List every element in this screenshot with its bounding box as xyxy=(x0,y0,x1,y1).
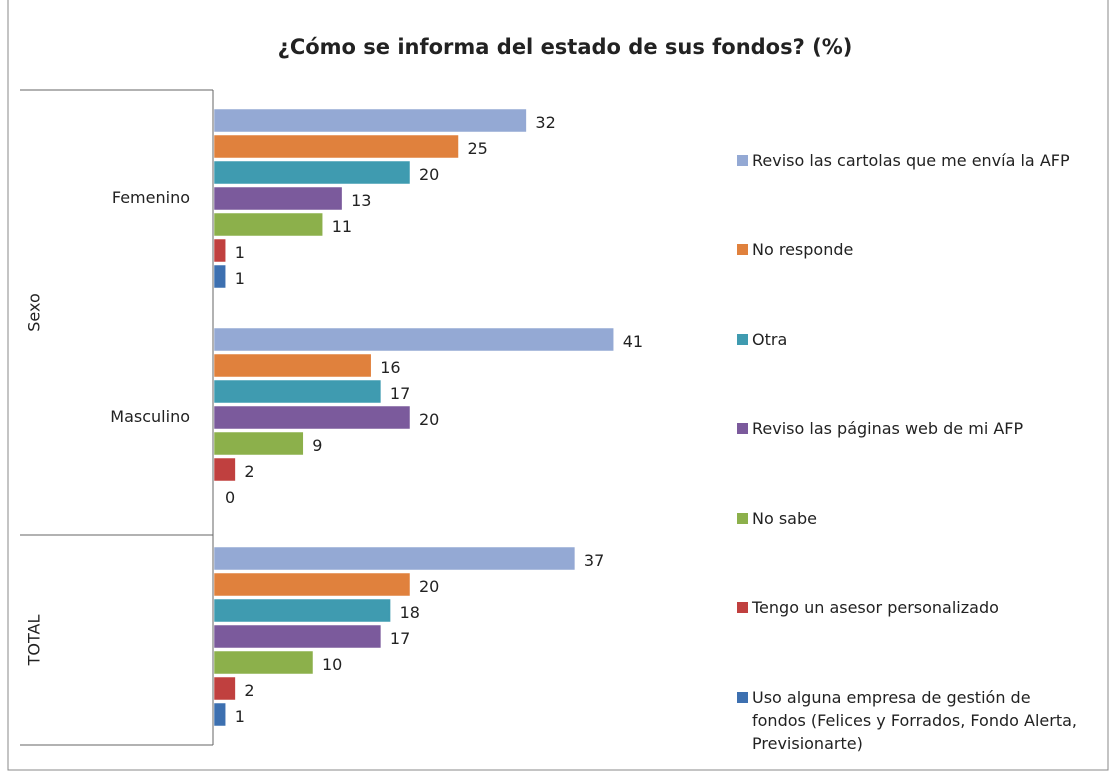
legend-swatch xyxy=(737,244,748,255)
category-label: Masculino xyxy=(110,407,190,426)
value-label: 32 xyxy=(535,113,555,132)
bar xyxy=(214,354,371,377)
bar xyxy=(214,380,381,403)
value-label: 20 xyxy=(419,165,439,184)
bar xyxy=(214,703,226,726)
legend-item: No sabe xyxy=(737,507,1087,530)
bar xyxy=(214,135,459,158)
bar xyxy=(214,187,342,210)
legend-item: Reviso las páginas web de mi AFP xyxy=(737,417,1087,440)
value-label: 17 xyxy=(390,384,410,403)
value-label: 18 xyxy=(400,603,420,622)
chart-title: ¿Cómo se informa del estado de sus fondo… xyxy=(278,35,853,59)
value-label: 1 xyxy=(235,243,245,262)
value-label: 2 xyxy=(244,462,254,481)
bar xyxy=(214,432,304,455)
value-label: 0 xyxy=(225,488,235,507)
value-label: 16 xyxy=(380,358,400,377)
legend-item: Tengo un asesor personalizado xyxy=(737,596,1087,619)
legend-label: Otra xyxy=(752,329,788,349)
bar xyxy=(214,547,575,570)
value-label: 41 xyxy=(623,332,643,351)
legend-label: Tengo un asesor personalizado xyxy=(752,598,999,617)
group-label: Sexo xyxy=(25,293,44,331)
value-label: 37 xyxy=(584,551,604,570)
bar xyxy=(214,239,226,262)
legend-label: No sabe xyxy=(752,508,817,528)
bar xyxy=(214,458,236,481)
value-label: 13 xyxy=(351,191,371,210)
chart-border xyxy=(7,0,1109,771)
value-label: 10 xyxy=(322,655,342,674)
value-label: 2 xyxy=(244,681,254,700)
bar xyxy=(214,406,410,429)
value-label: 20 xyxy=(419,410,439,429)
value-label: 9 xyxy=(312,436,322,455)
legend-swatch xyxy=(737,602,748,613)
legend-item: No responde xyxy=(737,238,1087,261)
value-label: 11 xyxy=(332,217,352,236)
bar xyxy=(214,328,614,351)
legend-swatch xyxy=(737,333,748,345)
legend-item: Reviso las cartolas que me envía la AFP xyxy=(737,149,1087,172)
bar xyxy=(214,625,381,648)
bar xyxy=(214,651,313,674)
bar xyxy=(214,573,410,596)
category-label: Femenino xyxy=(112,188,190,207)
legend-item: Otra xyxy=(737,328,1087,351)
legend-label: Reviso las páginas web de mi AFP xyxy=(752,419,1024,438)
value-label: 1 xyxy=(235,269,245,288)
bar xyxy=(214,677,236,700)
legend-swatch xyxy=(737,154,748,166)
bar xyxy=(214,161,410,184)
legend-label: Uso alguna empresa de gestión de fondos … xyxy=(752,687,1077,753)
legend-swatch xyxy=(737,423,748,434)
legend-label: Reviso las cartolas que me envía la AFP xyxy=(752,150,1070,170)
value-label: 1 xyxy=(235,707,245,726)
value-label: 20 xyxy=(419,577,439,596)
legend-swatch xyxy=(737,512,748,524)
value-label: 25 xyxy=(468,139,488,158)
bar xyxy=(214,599,391,622)
legend-label: No responde xyxy=(752,240,854,259)
group-label: TOTAL xyxy=(25,615,44,667)
bar xyxy=(214,213,323,236)
bar xyxy=(214,265,226,288)
bar xyxy=(214,109,527,132)
legend-swatch xyxy=(737,691,748,703)
value-label: 17 xyxy=(390,629,410,648)
legend-item: Uso alguna empresa de gestión de fondos … xyxy=(737,686,1087,755)
